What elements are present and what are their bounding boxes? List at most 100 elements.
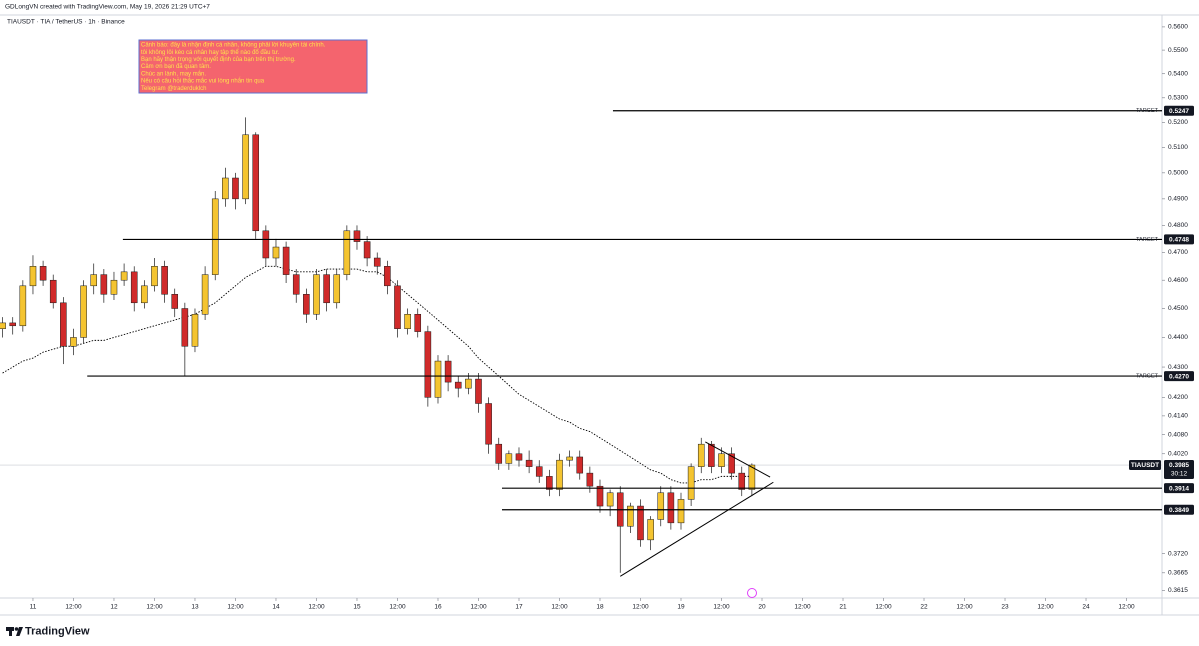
candle-body [272, 246, 280, 259]
x-tick-label: 18 [596, 604, 604, 611]
y-tick-label: 0.4800 [1168, 222, 1188, 229]
x-tick-label: 12:00 [389, 604, 406, 611]
candle-body [627, 505, 634, 527]
x-tick-label: 12:00 [65, 604, 82, 611]
candle-body [586, 472, 594, 487]
x-tick-label: 16 [434, 604, 442, 611]
candle-body [606, 492, 614, 507]
candle-body [576, 456, 584, 474]
level-note: TARGET [1136, 374, 1159, 380]
candle-body [282, 246, 290, 275]
candle-body [252, 134, 260, 232]
x-tick-label: 15 [353, 604, 361, 611]
y-tick-label: 0.4300 [1168, 364, 1188, 371]
logo [6, 627, 23, 636]
candle-body [60, 302, 67, 347]
trendline [619, 481, 774, 577]
level-note: TARGET [1136, 108, 1159, 114]
countdown: 30:12 [1171, 471, 1188, 478]
x-tick-label: 13 [191, 604, 199, 611]
annotation-line: Telegram @traderduklch [141, 86, 206, 92]
level-price-box [1164, 504, 1194, 515]
symbol-label: TIAUSDT [1131, 462, 1159, 469]
x-tick-label: 12:00 [146, 604, 163, 611]
y-tick-label: 0.4400 [1168, 334, 1188, 341]
candle-body [596, 485, 604, 507]
x-tick-label: 12 [110, 604, 118, 611]
y-tick-label: 0.3720 [1168, 550, 1188, 557]
x-tick-label: 12:00 [308, 604, 325, 611]
candle-body [444, 360, 452, 383]
candle-body [171, 294, 179, 309]
level-price-label: 0.4748 [1169, 237, 1189, 244]
candle-body [637, 505, 644, 541]
level-note: TARGET [1136, 237, 1159, 243]
candle-body [120, 271, 128, 281]
x-tick-label: 22 [920, 604, 928, 611]
annotation: Cảnh báo: đây là nhận định cá nhân, khôn… [138, 39, 368, 94]
x-tick-label: 14 [272, 604, 280, 611]
candle-body [718, 453, 725, 467]
x-tick-label: 19 [677, 604, 685, 611]
x-tick-label: 12:00 [956, 604, 973, 611]
candle-body [313, 274, 320, 315]
candle-body [222, 177, 229, 200]
y-tick-label: 0.4500 [1168, 305, 1188, 312]
candle-body [262, 230, 270, 259]
level-price-box [1164, 105, 1194, 116]
y-tick-label: 0.4700 [1168, 249, 1188, 256]
candle-body [232, 177, 239, 200]
candle-body [728, 453, 735, 474]
level-price-box [1164, 483, 1194, 494]
level-price-box [1164, 234, 1194, 245]
candle-body [708, 443, 715, 467]
level-price-box [1164, 371, 1194, 382]
x-tick-label: 12:00 [713, 604, 730, 611]
y-tick-label: 0.5600 [1168, 24, 1188, 31]
candle-body [39, 266, 47, 281]
annotation-line: Cảnh báo: đây là nhận định cá nhân, khôn… [141, 43, 326, 49]
candle-body [9, 322, 17, 327]
symbol-badge [1129, 460, 1161, 471]
candle-body [292, 274, 300, 295]
y-tick-label: 0.5000 [1168, 170, 1188, 177]
logo-dot [14, 627, 19, 631]
level-price-label: 0.5247 [1169, 108, 1189, 115]
y-tick-label: 0.3665 [1168, 570, 1188, 577]
annotation-line: Bạn hãy thận trọng với quyết định của bạ… [141, 56, 296, 63]
candle-body [19, 285, 27, 327]
trendline [705, 441, 771, 478]
candle-body [677, 499, 685, 524]
candle-body [657, 492, 665, 520]
candle-body [465, 378, 472, 389]
candle-body [130, 271, 138, 304]
brand: TradingView [25, 625, 90, 637]
last-price-box [1164, 460, 1194, 480]
candle-body [100, 274, 108, 295]
candle-body [49, 279, 57, 304]
symbol-title: TIAUSDT · TIA / TetherUS · 1h · Binance [7, 19, 125, 26]
credit: GDLongVN created with TradingView.com, M… [5, 4, 210, 11]
y-tick-label: 0.5300 [1168, 95, 1188, 102]
y-tick-label: 0.4080 [1168, 431, 1188, 438]
candle-body [495, 443, 503, 464]
candle-body [515, 453, 523, 461]
candle-body [211, 198, 219, 275]
candle-body [363, 241, 371, 259]
candle-body [323, 274, 330, 304]
candle-body [141, 285, 148, 304]
candle-body [404, 313, 411, 329]
candle-body [535, 466, 543, 477]
candle-body [80, 285, 87, 338]
logo-slash [16, 627, 23, 636]
candle-body [90, 274, 98, 287]
annotation-line: tôi không lôi kéo cá nhân hay tập thể nà… [141, 49, 280, 56]
x-tick-label: 12:00 [794, 604, 811, 611]
level-price-label: 0.4270 [1169, 373, 1189, 380]
candle-body [556, 459, 563, 490]
moving-average [2, 265, 752, 484]
candle-body [29, 266, 37, 287]
candle-body [414, 313, 422, 332]
